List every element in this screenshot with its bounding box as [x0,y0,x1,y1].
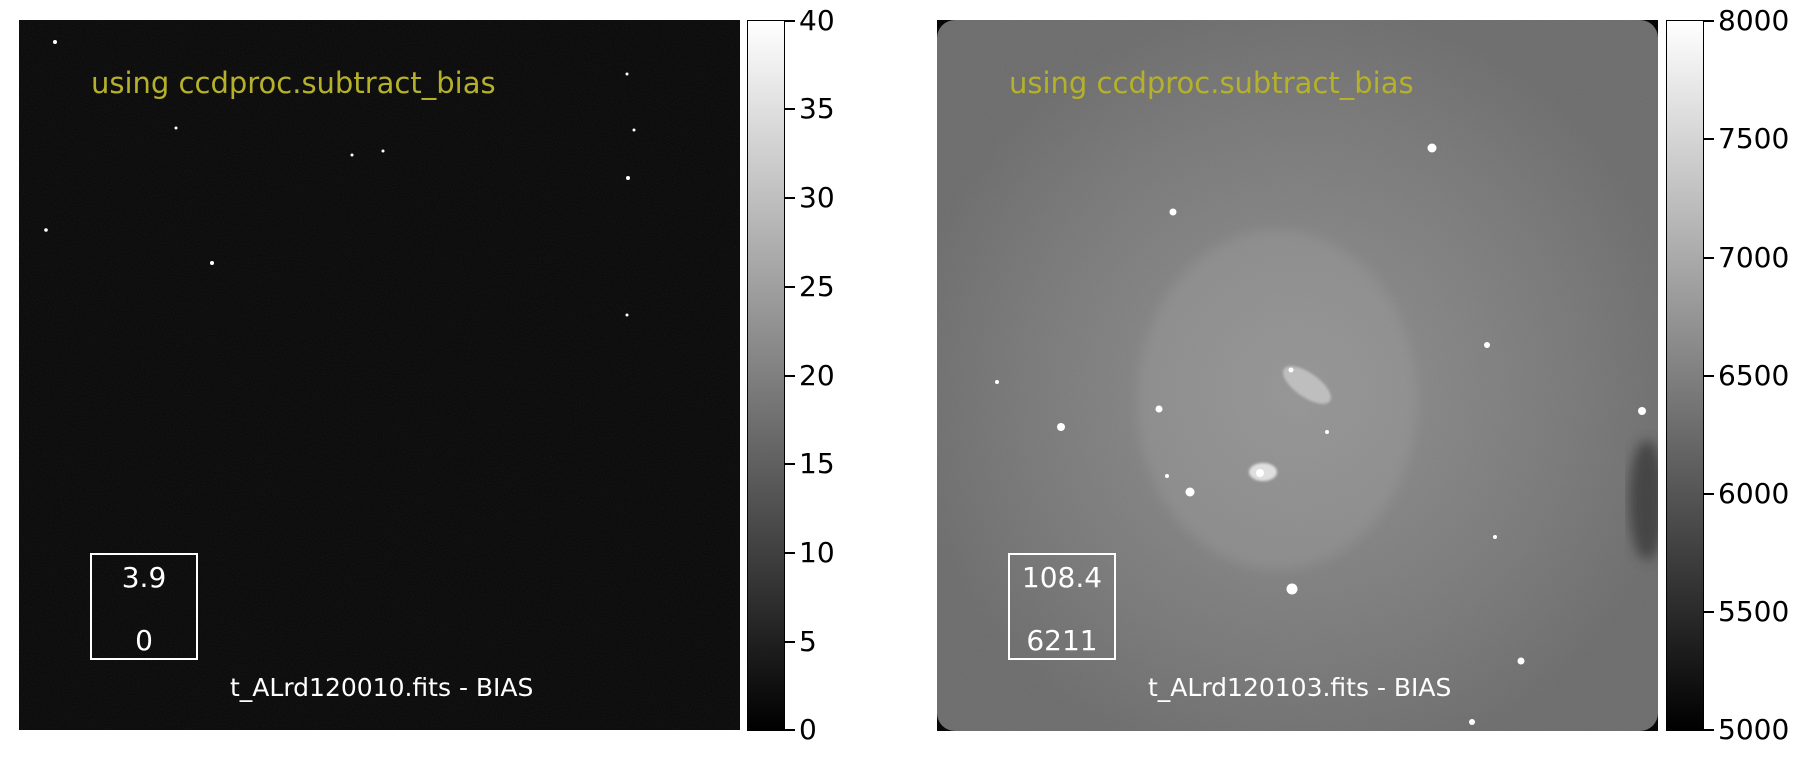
right-star-points [995,143,1646,725]
left-overlay-title: using ccdproc.subtract_bias [91,66,496,100]
left-tick-label: 20 [799,359,835,392]
left-colorbar [747,20,785,731]
right-bias-image [937,20,1658,731]
right-overlay-title: using ccdproc.subtract_bias [1009,66,1414,100]
left-tick-label: 10 [799,536,835,569]
left-star-points [44,40,636,317]
right-bias-image-svg [937,20,1658,731]
right-tick-label: 7500 [1718,122,1790,155]
left-tick-label: 5 [799,625,817,658]
right-tick-label: 5000 [1718,713,1790,746]
right-tick-label: 7000 [1718,241,1790,274]
right-colorbar [1666,20,1704,731]
right-tick-label: 6000 [1718,477,1790,510]
left-tick-label: 15 [799,447,835,480]
left-tick-label: 40 [799,4,835,37]
right-tick-label: 8000 [1718,4,1790,37]
right-stat-upper: 108.4 [1021,561,1103,594]
right-tick-label: 5500 [1718,595,1790,628]
right-stat-lower: 6211 [1026,624,1098,657]
right-tick-label: 6500 [1718,359,1790,392]
left-stat-upper: 3.9 [121,561,167,594]
right-stats-box: 108.4 6211 [1008,553,1116,660]
left-stat-lower: 0 [135,624,153,657]
left-tick-label: 25 [799,270,835,303]
left-tick-label: 35 [799,92,835,125]
left-tick-label: 0 [799,713,817,746]
left-tick-label: 30 [799,181,835,214]
left-filename-label: t_ALrd120010.fits - BIAS [230,673,534,702]
left-bias-image [19,20,740,730]
left-stats-box: 3.9 0 [90,553,198,660]
right-filename-label: t_ALrd120103.fits - BIAS [1148,673,1452,702]
left-bias-image-svg [19,20,740,730]
